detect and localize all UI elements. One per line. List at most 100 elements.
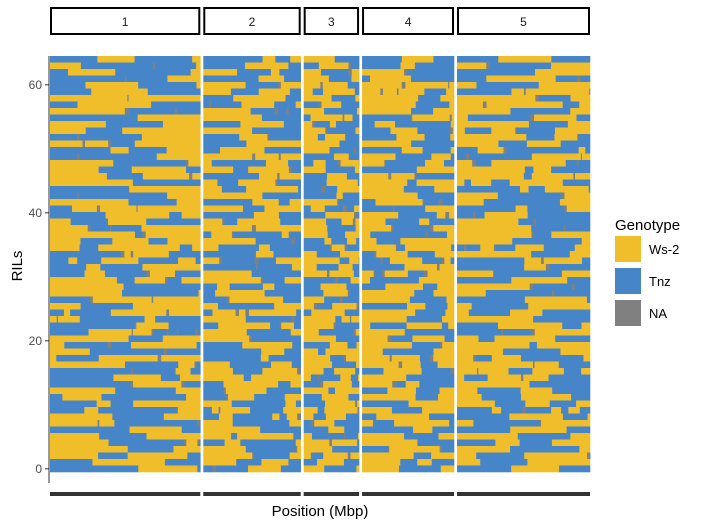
genotype-block xyxy=(250,407,283,414)
facet-panel-4: 4 xyxy=(362,8,454,496)
genotype-block xyxy=(237,433,293,440)
genotype-block xyxy=(535,69,590,76)
genotype-block xyxy=(241,102,274,109)
genotype-block xyxy=(343,193,360,200)
genotype-block xyxy=(407,323,443,330)
genotype-block xyxy=(412,336,444,343)
genotype-block xyxy=(222,219,224,226)
genotype-block xyxy=(105,271,147,278)
genotype-block xyxy=(135,277,166,284)
genotype-block xyxy=(541,420,590,427)
genotype-block xyxy=(577,76,581,83)
genotype-block xyxy=(317,459,344,466)
genotype-block xyxy=(530,284,534,291)
genotype-block xyxy=(243,206,265,213)
genotype-block xyxy=(182,427,201,434)
genotype-block xyxy=(227,297,230,304)
genotype-block xyxy=(457,271,494,278)
genotype-block xyxy=(50,82,86,89)
genotype-block xyxy=(362,446,388,453)
genotype-block xyxy=(203,134,239,141)
genotype-block xyxy=(501,407,522,414)
genotype-block xyxy=(504,349,560,356)
genotype-block xyxy=(390,355,392,362)
genotype-block xyxy=(457,394,482,401)
genotype-block xyxy=(203,375,244,382)
genotype-block xyxy=(328,232,346,239)
genotype-block xyxy=(457,407,492,414)
genotype-block xyxy=(495,336,556,343)
genotype-block xyxy=(457,349,503,356)
genotype-block xyxy=(304,251,317,258)
genotype-block xyxy=(422,368,452,375)
genotype-block xyxy=(262,193,301,200)
genotype-block xyxy=(570,433,590,440)
genotype-block xyxy=(99,355,158,362)
genotype-block xyxy=(255,154,279,161)
genotype-block xyxy=(570,108,590,115)
genotype-block xyxy=(323,453,348,460)
genotype-block xyxy=(242,342,292,349)
genotype-block xyxy=(567,206,591,213)
genotype-block xyxy=(304,160,314,167)
genotype-block xyxy=(330,342,348,349)
genotype-block xyxy=(566,225,590,232)
genotype-block xyxy=(451,368,455,375)
genotype-block xyxy=(324,368,335,375)
genotype-block xyxy=(457,63,487,70)
genotype-block xyxy=(479,336,495,343)
genotype-block xyxy=(516,128,555,135)
genotype-block xyxy=(240,121,284,128)
genotype-block xyxy=(81,303,134,310)
genotype-block xyxy=(279,154,281,161)
genotype-block xyxy=(347,238,356,245)
genotype-block xyxy=(50,76,125,83)
genotype-block xyxy=(252,154,255,161)
genotype-block xyxy=(164,349,168,356)
genotype-block xyxy=(390,258,423,265)
genotype-block xyxy=(442,316,454,323)
genotype-block xyxy=(312,121,315,128)
genotype-block xyxy=(282,232,289,239)
genotype-block xyxy=(196,258,201,265)
genotype-block xyxy=(285,394,301,401)
genotype-block xyxy=(266,160,288,167)
genotype-block xyxy=(541,258,544,265)
genotype-block xyxy=(197,342,201,349)
genotype-block xyxy=(255,258,259,265)
genotype-block xyxy=(98,420,100,427)
genotype-block xyxy=(518,219,533,226)
genotype-block xyxy=(203,121,240,128)
genotype-block xyxy=(203,128,252,135)
genotype-block xyxy=(138,82,197,89)
genotype-block xyxy=(457,459,481,466)
genotype-block xyxy=(404,69,407,76)
genotype-block xyxy=(353,264,360,271)
genotype-block xyxy=(304,414,314,421)
genotype-block xyxy=(169,251,201,258)
genotype-block xyxy=(237,69,271,76)
genotype-block xyxy=(512,238,582,245)
genotype-block xyxy=(304,375,312,382)
genotype-block xyxy=(203,271,252,278)
genotype-block xyxy=(457,323,498,330)
genotype-block xyxy=(521,388,553,395)
genotype-block xyxy=(71,219,109,226)
genotype-block xyxy=(362,381,392,388)
genotype-block xyxy=(163,336,201,343)
genotype-block xyxy=(422,407,454,414)
genotype-block xyxy=(568,407,580,414)
genotype-block xyxy=(304,388,329,395)
genotype-block xyxy=(440,95,454,102)
genotype-block xyxy=(357,212,360,219)
genotype-block xyxy=(344,459,359,466)
genotype-block xyxy=(340,297,343,304)
genotype-block xyxy=(385,160,425,167)
genotype-block xyxy=(535,329,591,336)
genotype-block xyxy=(362,108,411,115)
genotype-block xyxy=(532,368,564,375)
genotype-block xyxy=(146,232,201,239)
genotype-block xyxy=(472,160,476,167)
genotype-block xyxy=(418,95,420,102)
